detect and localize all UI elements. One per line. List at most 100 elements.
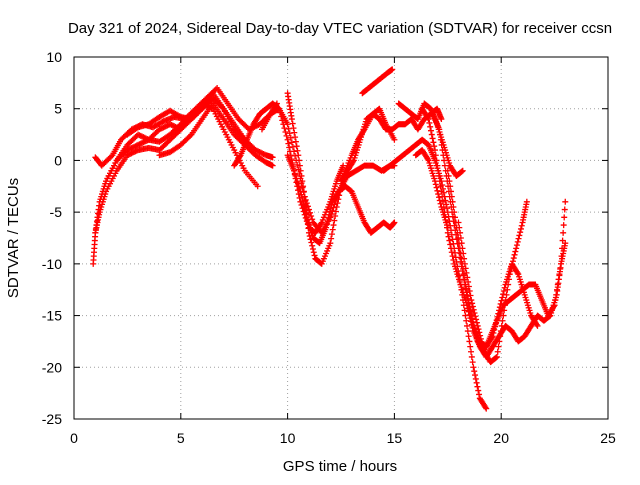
data-point	[456, 224, 463, 231]
data-point	[497, 300, 504, 307]
data-point	[424, 114, 431, 121]
data-point	[427, 123, 434, 130]
data-point	[476, 329, 483, 336]
data-point	[424, 156, 431, 163]
x-tick-label: 25	[600, 430, 616, 446]
data-point	[325, 214, 332, 221]
data-point	[490, 330, 497, 337]
data-point	[560, 229, 567, 236]
data-point	[332, 213, 339, 220]
data-point	[504, 286, 511, 293]
chart-title: Day 321 of 2024, Sidereal Day-to-day VTE…	[68, 20, 612, 37]
data-point	[488, 334, 495, 341]
data-point	[550, 303, 557, 310]
data-point	[208, 96, 215, 103]
data-point	[465, 278, 472, 285]
data-point	[457, 235, 464, 241]
data-point	[509, 258, 516, 265]
data-point	[328, 202, 335, 209]
data-point	[445, 233, 452, 240]
data-point	[479, 342, 486, 349]
data-point	[328, 231, 335, 238]
data-point	[433, 157, 440, 164]
data-point	[469, 300, 476, 307]
data-series	[284, 152, 398, 247]
data-point	[491, 326, 498, 333]
data-point	[332, 208, 339, 215]
data-point	[496, 338, 503, 345]
data-point	[329, 226, 336, 233]
data-point	[431, 178, 438, 185]
data-point	[562, 198, 569, 205]
data-point	[468, 297, 475, 304]
data-point	[459, 245, 466, 252]
data-point	[443, 205, 450, 212]
data-point	[294, 147, 301, 154]
data-point	[464, 328, 471, 335]
data-point	[557, 266, 564, 273]
x-axis-title: GPS time / hours	[283, 458, 397, 475]
data-point	[447, 183, 454, 190]
data-point	[328, 235, 335, 242]
data-point	[326, 211, 333, 218]
data-point	[501, 307, 508, 314]
data-point	[298, 172, 305, 179]
data-point	[473, 319, 480, 326]
data-point	[464, 274, 471, 281]
data-point	[434, 162, 441, 169]
data-point	[307, 209, 314, 216]
data-point	[513, 245, 520, 252]
data-point	[432, 181, 439, 188]
data-point	[297, 188, 304, 195]
data-point	[477, 332, 484, 339]
data-point	[514, 269, 521, 276]
data-point	[432, 152, 439, 159]
data-point	[429, 135, 436, 142]
data-point	[448, 193, 455, 200]
data-point	[451, 209, 458, 216]
data-point	[508, 264, 515, 271]
data-point	[459, 167, 466, 174]
data-point	[509, 261, 516, 268]
data-point	[176, 113, 183, 120]
data-point	[497, 333, 504, 340]
data-point	[503, 291, 510, 298]
x-tick-label: 20	[493, 430, 509, 446]
data-point	[561, 206, 568, 213]
data-point	[468, 353, 475, 360]
data-point	[464, 322, 471, 329]
data-point	[465, 283, 472, 290]
data-point	[501, 302, 508, 309]
data-point	[431, 147, 438, 154]
data-point	[495, 310, 502, 317]
data-point	[301, 204, 308, 211]
data-point	[554, 286, 561, 293]
data-series	[156, 100, 276, 169]
data-point	[448, 245, 455, 252]
data-point	[446, 178, 453, 185]
data-point	[455, 219, 462, 226]
data-point	[291, 129, 298, 136]
data-point	[554, 281, 561, 288]
data-point	[427, 127, 434, 134]
data-point	[391, 136, 398, 143]
plot-frame	[73, 56, 609, 420]
data-point	[303, 211, 310, 218]
data-point	[461, 307, 468, 314]
data-point	[448, 188, 455, 195]
data-point	[500, 288, 507, 295]
data-point	[433, 184, 440, 191]
data-point	[444, 229, 451, 236]
data-point	[482, 404, 489, 411]
data-point	[558, 253, 565, 260]
series-layer	[90, 66, 569, 412]
data-point	[435, 172, 442, 179]
data-point	[436, 126, 443, 133]
data-point	[426, 119, 433, 126]
data-point	[559, 245, 566, 252]
data-point	[334, 200, 341, 207]
data-point	[437, 131, 444, 138]
data-point	[472, 372, 479, 379]
